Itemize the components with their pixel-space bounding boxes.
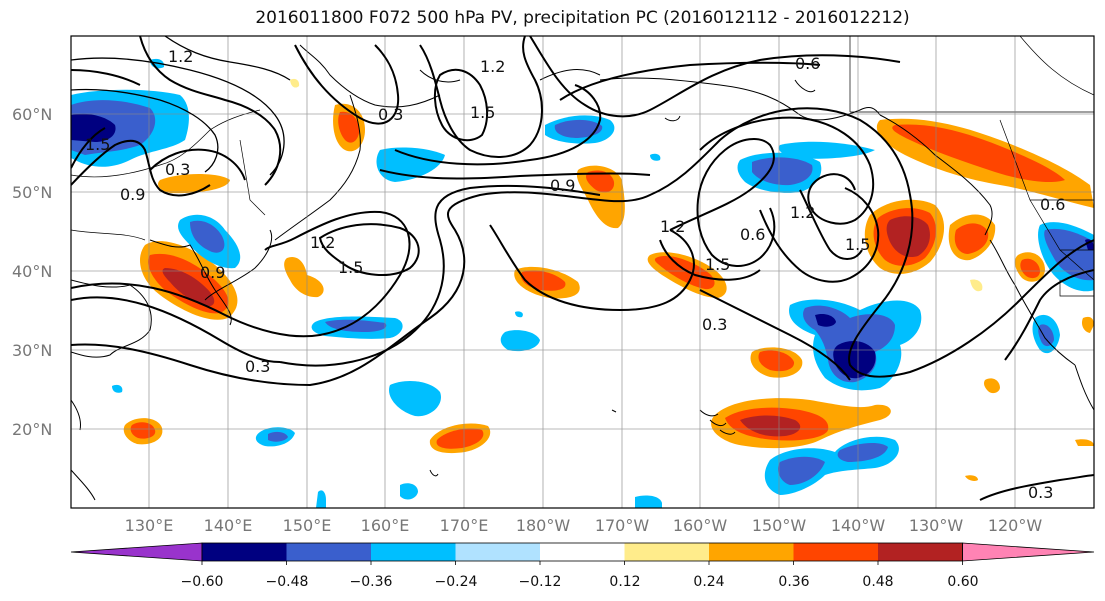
contour-label: 0.9 (120, 185, 145, 204)
map-frame (70, 35, 1095, 509)
contour-label: 0.9 (550, 176, 575, 195)
pv-contours-thin (71, 36, 291, 176)
contour-label: 1.5 (338, 258, 363, 277)
colorbar-tick-label: 0.12 (609, 574, 640, 590)
colorbar-segment (793, 543, 879, 561)
contour-label: 1.2 (310, 233, 335, 252)
contour-label: 0.6 (740, 225, 765, 244)
colorbar-tick-label: 0.60 (947, 574, 978, 590)
lon-label: 170°W (595, 516, 650, 535)
lon-label: 160°E (361, 516, 410, 535)
lon-label: 150°W (752, 516, 807, 535)
colorbar-tick-label: −0.48 (266, 574, 309, 590)
contour-labels: 1.2 0.6 1.2 1.5 0.9 0.3 1.5 0.9 0.3 1.2 … (85, 47, 1065, 502)
contour-label: 1.5 (85, 135, 110, 154)
pv-contours (71, 36, 1094, 501)
colorbar (70, 542, 1095, 565)
map-title: 2016011800 F072 500 hPa PV, precipitatio… (255, 8, 910, 28)
lat-label: 30°N (12, 341, 52, 360)
lon-label: 180°W (516, 516, 571, 535)
colorbar-segment (455, 543, 541, 561)
colorbar-segment (878, 543, 963, 561)
contour-label: 0.3 (378, 105, 403, 124)
colorbar-tick-label: 0.36 (778, 574, 809, 590)
lat-label: 50°N (12, 183, 52, 202)
colorbar-segment (709, 543, 794, 561)
contour-label: 1.2 (480, 57, 505, 76)
lon-label: 130°E (125, 516, 174, 535)
colorbar-extend-min (70, 542, 203, 562)
colorbar-tick-label: −0.36 (350, 574, 393, 590)
colorbar-segment (540, 543, 625, 561)
colorbar-tick-label: −0.12 (519, 574, 562, 590)
contour-label: 1.5 (845, 235, 870, 254)
colorbar-segment (371, 543, 456, 561)
colorbar-tick-label: −0.24 (435, 574, 478, 590)
colorbar-extend-max (962, 542, 1095, 562)
lon-label: 140°E (204, 516, 253, 535)
longitude-labels: 130°E 140°E 150°E 160°E 170°E 180°W 170°… (125, 516, 1043, 535)
gridlines (71, 36, 1094, 508)
lon-label: 120°W (988, 516, 1043, 535)
colorbar-tick-label: 0.24 (693, 574, 724, 590)
contour-label: 0.3 (245, 357, 270, 376)
lon-label: 140°W (831, 516, 886, 535)
colorbar-segment (202, 543, 287, 561)
contour-label: 1.5 (705, 255, 730, 274)
precip-positive-shading (123, 78, 1094, 481)
lon-label: 150°E (283, 516, 332, 535)
lat-label: 60°N (12, 105, 52, 124)
contour-label: 0.3 (1028, 483, 1053, 502)
contour-label: 0.3 (702, 315, 727, 334)
colorbar-labels: −0.60 −0.48 −0.36 −0.24 −0.12 0.12 0.24 … (181, 574, 979, 590)
contour-label: 1.5 (470, 103, 495, 122)
contour-label: 0.3 (165, 160, 190, 179)
lon-label: 130°W (909, 516, 964, 535)
colorbar-tick-label: −0.60 (181, 574, 224, 590)
contour-label: 1.2 (660, 217, 685, 236)
contour-label: 1.2 (790, 203, 815, 222)
lon-label: 160°W (673, 516, 728, 535)
colorbar-outline (201, 542, 963, 562)
colorbar-segment (624, 543, 710, 561)
contour-label: 0.9 (200, 263, 225, 282)
colorbar-tick-label: 0.48 (862, 574, 893, 590)
contour-label: 1.2 (168, 47, 193, 66)
contour-label: 0.6 (1040, 195, 1065, 214)
lat-label: 20°N (12, 420, 52, 439)
lon-label: 170°E (440, 516, 489, 535)
colorbar-segment (286, 543, 372, 561)
contour-label: 0.6 (795, 54, 820, 73)
precip-negative-shading (71, 58, 1094, 508)
lat-label: 40°N (12, 262, 52, 281)
latitude-labels: 60°N 50°N 40°N 30°N 20°N (12, 105, 52, 439)
